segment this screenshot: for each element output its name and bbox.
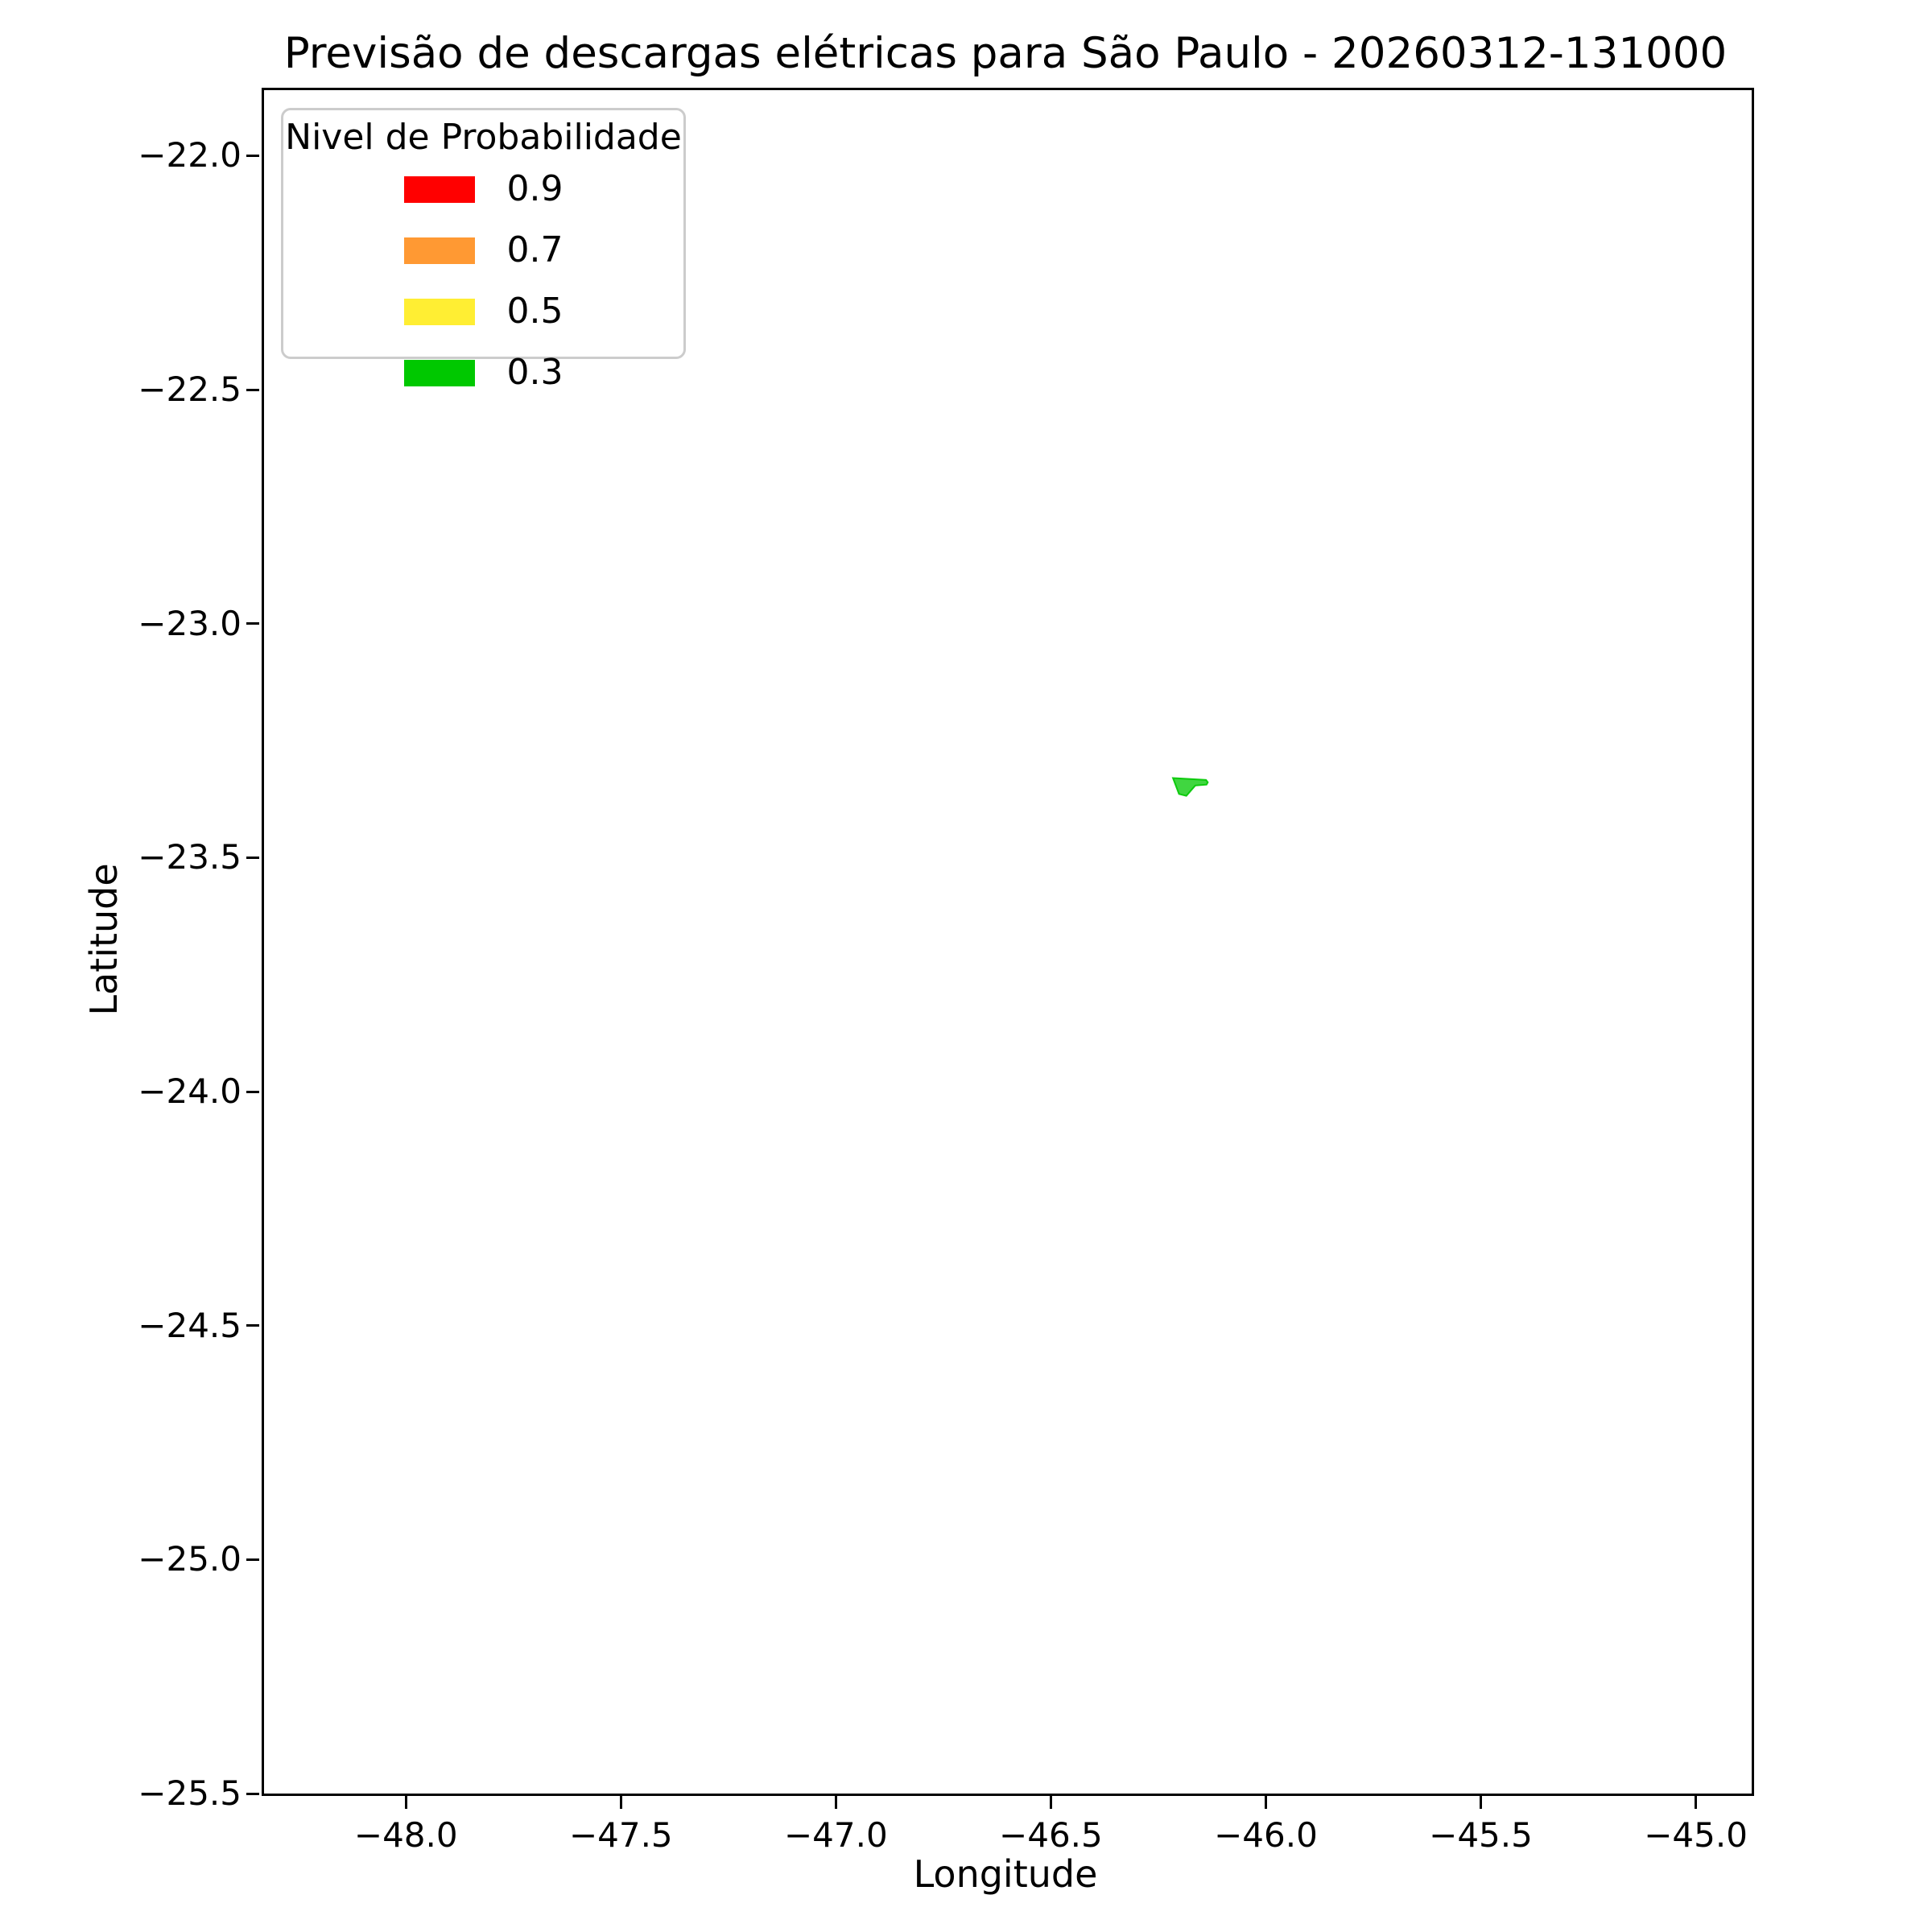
y-tick-mark	[246, 856, 259, 859]
y-tick-label: −22.0	[138, 135, 242, 175]
legend-entry-label: 0.9	[506, 168, 564, 209]
x-tick-label: −47.0	[783, 1815, 888, 1855]
legend-entry-label: 0.7	[506, 229, 564, 270]
legend-color-swatch	[403, 237, 475, 264]
y-tick-label: −25.5	[138, 1773, 242, 1813]
y-tick-mark	[246, 1558, 259, 1561]
x-tick-label: −45.5	[1429, 1815, 1533, 1855]
y-tick-label: −24.5	[138, 1305, 242, 1345]
y-tick-mark	[246, 154, 259, 157]
y-tick-mark	[246, 1090, 259, 1093]
x-tick-label: −47.5	[568, 1815, 673, 1855]
y-tick-label: −24.0	[138, 1071, 242, 1112]
y-tick-label: −23.5	[138, 837, 242, 877]
x-tick-mark	[1695, 1796, 1698, 1809]
legend-entry: 0.7	[403, 229, 564, 270]
x-tick-mark	[834, 1796, 837, 1809]
y-axis-label: Latitude	[82, 863, 126, 1016]
probability-region-polygon	[1171, 777, 1209, 797]
x-axis-label: Longitude	[913, 1852, 1098, 1896]
legend-entry: 0.3	[403, 352, 564, 393]
y-tick-mark	[246, 1792, 259, 1795]
legend-title: Nivel de Probabilidade	[285, 117, 682, 158]
y-tick-label: −23.0	[138, 603, 242, 643]
legend-entry: 0.5	[403, 291, 564, 332]
x-tick-mark	[619, 1796, 622, 1809]
map-canvas	[1171, 777, 1209, 797]
plot-area: −48.0 −47.5 −47.0 −46.5 −46.0 −45.5 −45.0 −22.0…	[138, 88, 1754, 1855]
y-tick-mark	[246, 1324, 259, 1327]
legend-entries: 0.9 0.7 0.5 0.3	[283, 170, 683, 392]
x-tick-label: −48.0	[353, 1815, 458, 1855]
x-tick-label: −46.0	[1214, 1815, 1318, 1855]
y-tick-label: −25.0	[138, 1539, 242, 1579]
legend-color-swatch	[403, 298, 475, 325]
legend: Nivel de Probabilidade 0.9 0.7 0.5 0.3	[281, 108, 686, 392]
y-tick-mark	[246, 388, 259, 391]
legend-color-swatch	[403, 359, 475, 386]
x-tick-label: −45.0	[1644, 1815, 1748, 1855]
legend-entry-label: 0.3	[506, 352, 564, 393]
legend-color-swatch	[403, 175, 475, 203]
chart-title: Previsão de descargas elétricas para São…	[283, 29, 1728, 78]
x-tick-mark	[1049, 1796, 1052, 1809]
legend-entry: 0.9	[403, 168, 564, 209]
x-tick-mark	[1264, 1796, 1267, 1809]
y-tick-mark	[246, 622, 259, 625]
legend-entry-label: 0.5	[506, 291, 564, 332]
x-tick-mark	[1480, 1796, 1482, 1809]
x-tick-label: −46.5	[999, 1815, 1103, 1855]
y-tick-label: −22.5	[138, 369, 242, 410]
x-tick-mark	[404, 1796, 407, 1809]
